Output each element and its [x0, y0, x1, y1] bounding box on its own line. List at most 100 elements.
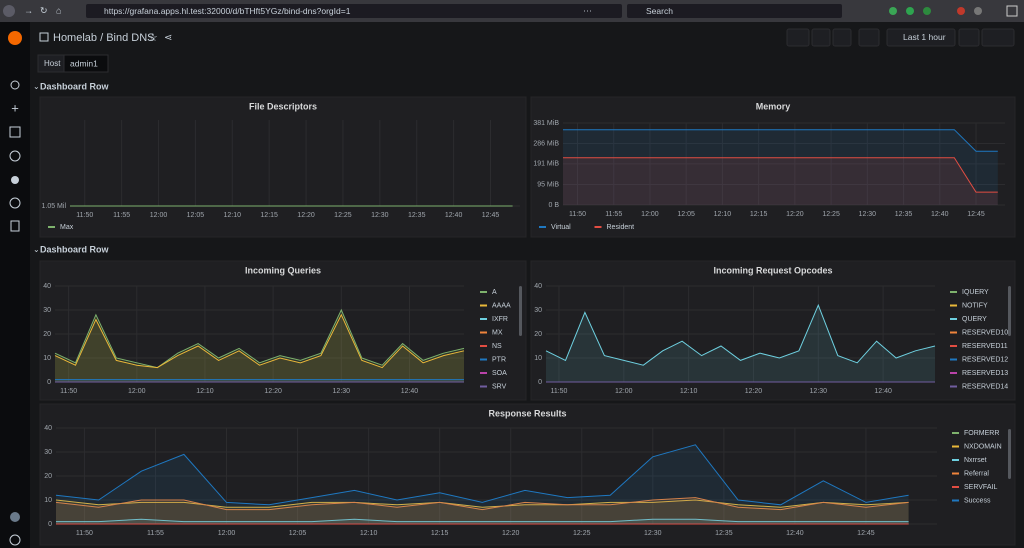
help-icon[interactable]	[9, 534, 21, 546]
x-tick-label: 12:00	[128, 388, 146, 395]
toolbar: Last 1 hour	[786, 28, 1015, 47]
y-tick-label: 95 MiB	[537, 181, 559, 188]
series-line	[55, 499, 909, 508]
search-box[interactable]	[627, 4, 842, 18]
legend-scrollbar	[1008, 429, 1011, 479]
extension-icon[interactable]	[889, 7, 897, 15]
x-tick-label: 11:55	[147, 530, 164, 537]
x-tick-label: 12:30	[810, 388, 828, 395]
zoom-out-button[interactable]	[958, 28, 980, 47]
x-tick-label: 12:20	[297, 212, 315, 219]
breadcrumb[interactable]: Homelab / Bind DNS	[53, 32, 155, 44]
x-tick-label: 11:55	[113, 212, 130, 219]
menu-button[interactable]	[1006, 5, 1018, 17]
y-tick-label: 286 MiB	[533, 140, 559, 147]
x-tick-label: 12:40	[786, 530, 804, 537]
extension-icon[interactable]	[957, 7, 965, 15]
panel-title: Memory	[756, 101, 791, 111]
series-line	[545, 303, 936, 366]
legend-label: SOA	[492, 370, 507, 377]
panel-title: Incoming Queries	[245, 265, 321, 275]
time-picker[interactable]	[886, 28, 956, 47]
y-tick-label: 10	[43, 355, 51, 362]
explore-icon[interactable]	[9, 150, 21, 162]
row-title[interactable]: Dashboard Row	[40, 244, 110, 254]
variable-select[interactable]	[63, 54, 109, 73]
x-tick-label: 12:10	[196, 388, 214, 395]
panel: Memory 0 B 95 MiB 191 MiB 286 MiB 381 MiB 11:5…	[530, 96, 1016, 238]
row-title[interactable]: Dashboard Row	[40, 81, 110, 91]
legend-label: AAAA	[492, 302, 511, 309]
x-tick-label: 12:25	[822, 211, 840, 218]
create-icon[interactable]: +	[11, 100, 19, 115]
save-button[interactable]	[811, 28, 831, 47]
x-tick-label: 12:05	[289, 530, 307, 537]
series-line	[56, 518, 909, 523]
x-tick-label: 12:15	[260, 212, 278, 219]
forward-button[interactable]: →	[24, 5, 33, 15]
legend-label: A	[492, 289, 497, 296]
share-button[interactable]: ⋖	[164, 33, 172, 44]
x-tick-label: 12:35	[715, 530, 733, 537]
series-area	[55, 314, 464, 382]
x-tick-label: 12:30	[859, 211, 877, 218]
admin-icon[interactable]	[10, 220, 20, 232]
user-avatar[interactable]	[10, 512, 20, 522]
row-caret[interactable]: ⌄	[33, 82, 40, 91]
y-tick-label: 1.05 Mil	[41, 203, 66, 210]
home-button[interactable]: ⌂	[56, 5, 61, 15]
y-tick-label: 0	[538, 379, 542, 386]
panel-title: Response Results	[488, 408, 566, 418]
x-tick-label: 12:45	[967, 211, 985, 218]
y-tick-label: 0	[47, 379, 51, 386]
legend-label: RESERVED14	[962, 383, 1008, 390]
x-tick-label: 12:35	[408, 212, 426, 219]
row-caret[interactable]: ⌄	[33, 245, 40, 254]
x-tick-label: 11:55	[605, 211, 622, 218]
y-tick-label: 30	[534, 307, 542, 314]
url-text: https://grafana.apps.hl.test:32000/d/bTH…	[104, 6, 351, 16]
x-tick-label: 12:40	[401, 388, 419, 395]
legend-label: NOTIFY	[962, 302, 988, 309]
star-button[interactable]: ☆	[148, 32, 158, 44]
legend-label: SERVFAIL	[964, 484, 997, 491]
tv-button[interactable]	[858, 28, 880, 47]
x-tick-label: 12:40	[931, 211, 949, 218]
url-bar[interactable]	[86, 4, 622, 18]
extension-icon[interactable]	[923, 7, 931, 15]
x-tick-label: 12:45	[482, 212, 500, 219]
series-area	[563, 157, 998, 205]
panel-background	[530, 260, 1016, 401]
x-tick-label: 11:50	[60, 388, 77, 395]
y-tick-label: 191 MiB	[533, 161, 559, 168]
refresh-button[interactable]	[981, 28, 1015, 47]
extension-icon[interactable]	[906, 7, 914, 15]
x-tick-label: 12:25	[334, 212, 352, 219]
x-tick-label: 11:50	[550, 388, 567, 395]
alerting-icon[interactable]	[11, 176, 19, 184]
add-panel-button[interactable]	[786, 28, 810, 47]
series-line	[563, 157, 998, 193]
config-icon[interactable]	[9, 197, 21, 209]
series-area	[546, 305, 935, 382]
settings-button[interactable]	[832, 28, 852, 47]
series-line	[55, 444, 909, 506]
legend-label: RESERVED13	[962, 370, 1008, 377]
extension-icon[interactable]	[974, 7, 982, 15]
series-area	[563, 129, 998, 205]
series-line	[563, 129, 998, 152]
x-tick-label: 12:20	[786, 211, 804, 218]
back-button[interactable]	[3, 5, 15, 17]
legend-label: SRV	[492, 383, 507, 390]
panel-background	[39, 96, 527, 238]
search-icon[interactable]	[10, 80, 20, 90]
grafana-logo[interactable]	[8, 31, 22, 45]
panel: File Descriptors 1.05 Mil 11:50 11:55 12:00 1…	[39, 96, 527, 238]
page-actions[interactable]: ···	[583, 5, 592, 15]
reload-button[interactable]: ↻	[40, 5, 48, 15]
x-tick-label: 11:50	[76, 530, 93, 537]
panels: File Descriptors 1.05 Mil 11:50 11:55 12:00 1…	[39, 96, 1016, 546]
x-tick-label: 12:10	[224, 212, 242, 219]
dashboards-icon[interactable]	[9, 126, 21, 138]
panel: Response Results 0 10 20 30 40 11:50 11:55 12:00…	[39, 403, 1016, 546]
